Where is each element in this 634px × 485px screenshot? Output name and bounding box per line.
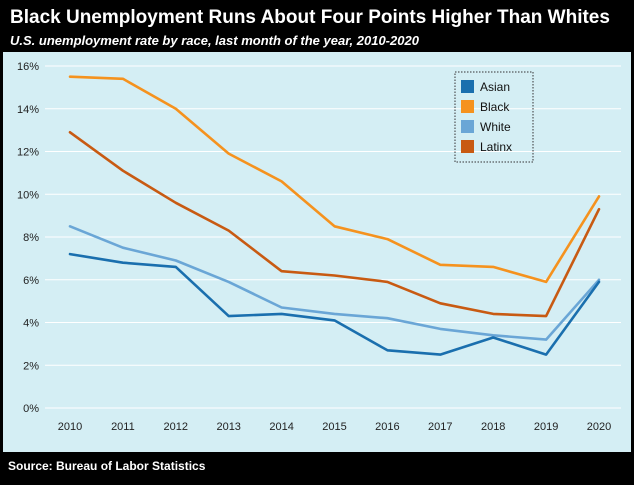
x-tick-label: 2016 bbox=[375, 421, 399, 433]
y-tick-label: 16% bbox=[17, 61, 39, 73]
legend-label-latinx: Latinx bbox=[480, 140, 512, 154]
x-tick-label: 2015 bbox=[322, 421, 346, 433]
legend-swatch-asian bbox=[461, 80, 474, 93]
x-tick-label: 2018 bbox=[481, 421, 505, 433]
chart-title: Black Unemployment Runs About Four Point… bbox=[10, 7, 610, 28]
legend-label-black: Black bbox=[480, 100, 510, 114]
y-tick-label: 10% bbox=[17, 189, 39, 201]
series-line-asian bbox=[68, 252, 601, 356]
y-tick-label: 12% bbox=[17, 147, 39, 159]
legend-label-white: White bbox=[480, 120, 511, 134]
x-tick-label: 2011 bbox=[111, 421, 135, 433]
line-chart: 0% 2% 4% 6% 8% 10% 12% 14% 16% 2010 2011 2012 2013 20… bbox=[17, 61, 621, 433]
legend-swatch-white bbox=[461, 120, 474, 133]
y-tick-label: 0% bbox=[23, 403, 39, 415]
plot-panel bbox=[3, 52, 631, 452]
x-tick-label: 2010 bbox=[58, 421, 82, 433]
x-tick-label: 2020 bbox=[587, 421, 611, 433]
x-tick-label: 2014 bbox=[269, 421, 293, 433]
legend-label-asian: Asian bbox=[480, 80, 510, 94]
series-line-white bbox=[68, 225, 601, 341]
x-tick-label: 2019 bbox=[534, 421, 558, 433]
chart-subtitle: U.S. unemployment rate by race, last mon… bbox=[10, 33, 419, 48]
y-tick-label: 14% bbox=[17, 104, 39, 116]
legend-swatch-latinx bbox=[461, 140, 474, 153]
legend-box bbox=[454, 71, 534, 163]
y-tick-label: 8% bbox=[23, 232, 39, 244]
source-note: Source: Bureau of Labor Statistics bbox=[8, 459, 206, 473]
series-line-black bbox=[68, 75, 601, 284]
legend-swatch-black bbox=[461, 100, 474, 113]
y-tick-label: 2% bbox=[23, 360, 39, 372]
x-tick-label: 2012 bbox=[164, 421, 188, 433]
y-tick-label: 4% bbox=[23, 318, 39, 330]
x-tick-label: 2013 bbox=[216, 421, 240, 433]
x-tick-label: 2017 bbox=[428, 421, 452, 433]
y-tick-label: 6% bbox=[23, 275, 39, 287]
series-line-latinx bbox=[68, 131, 601, 318]
